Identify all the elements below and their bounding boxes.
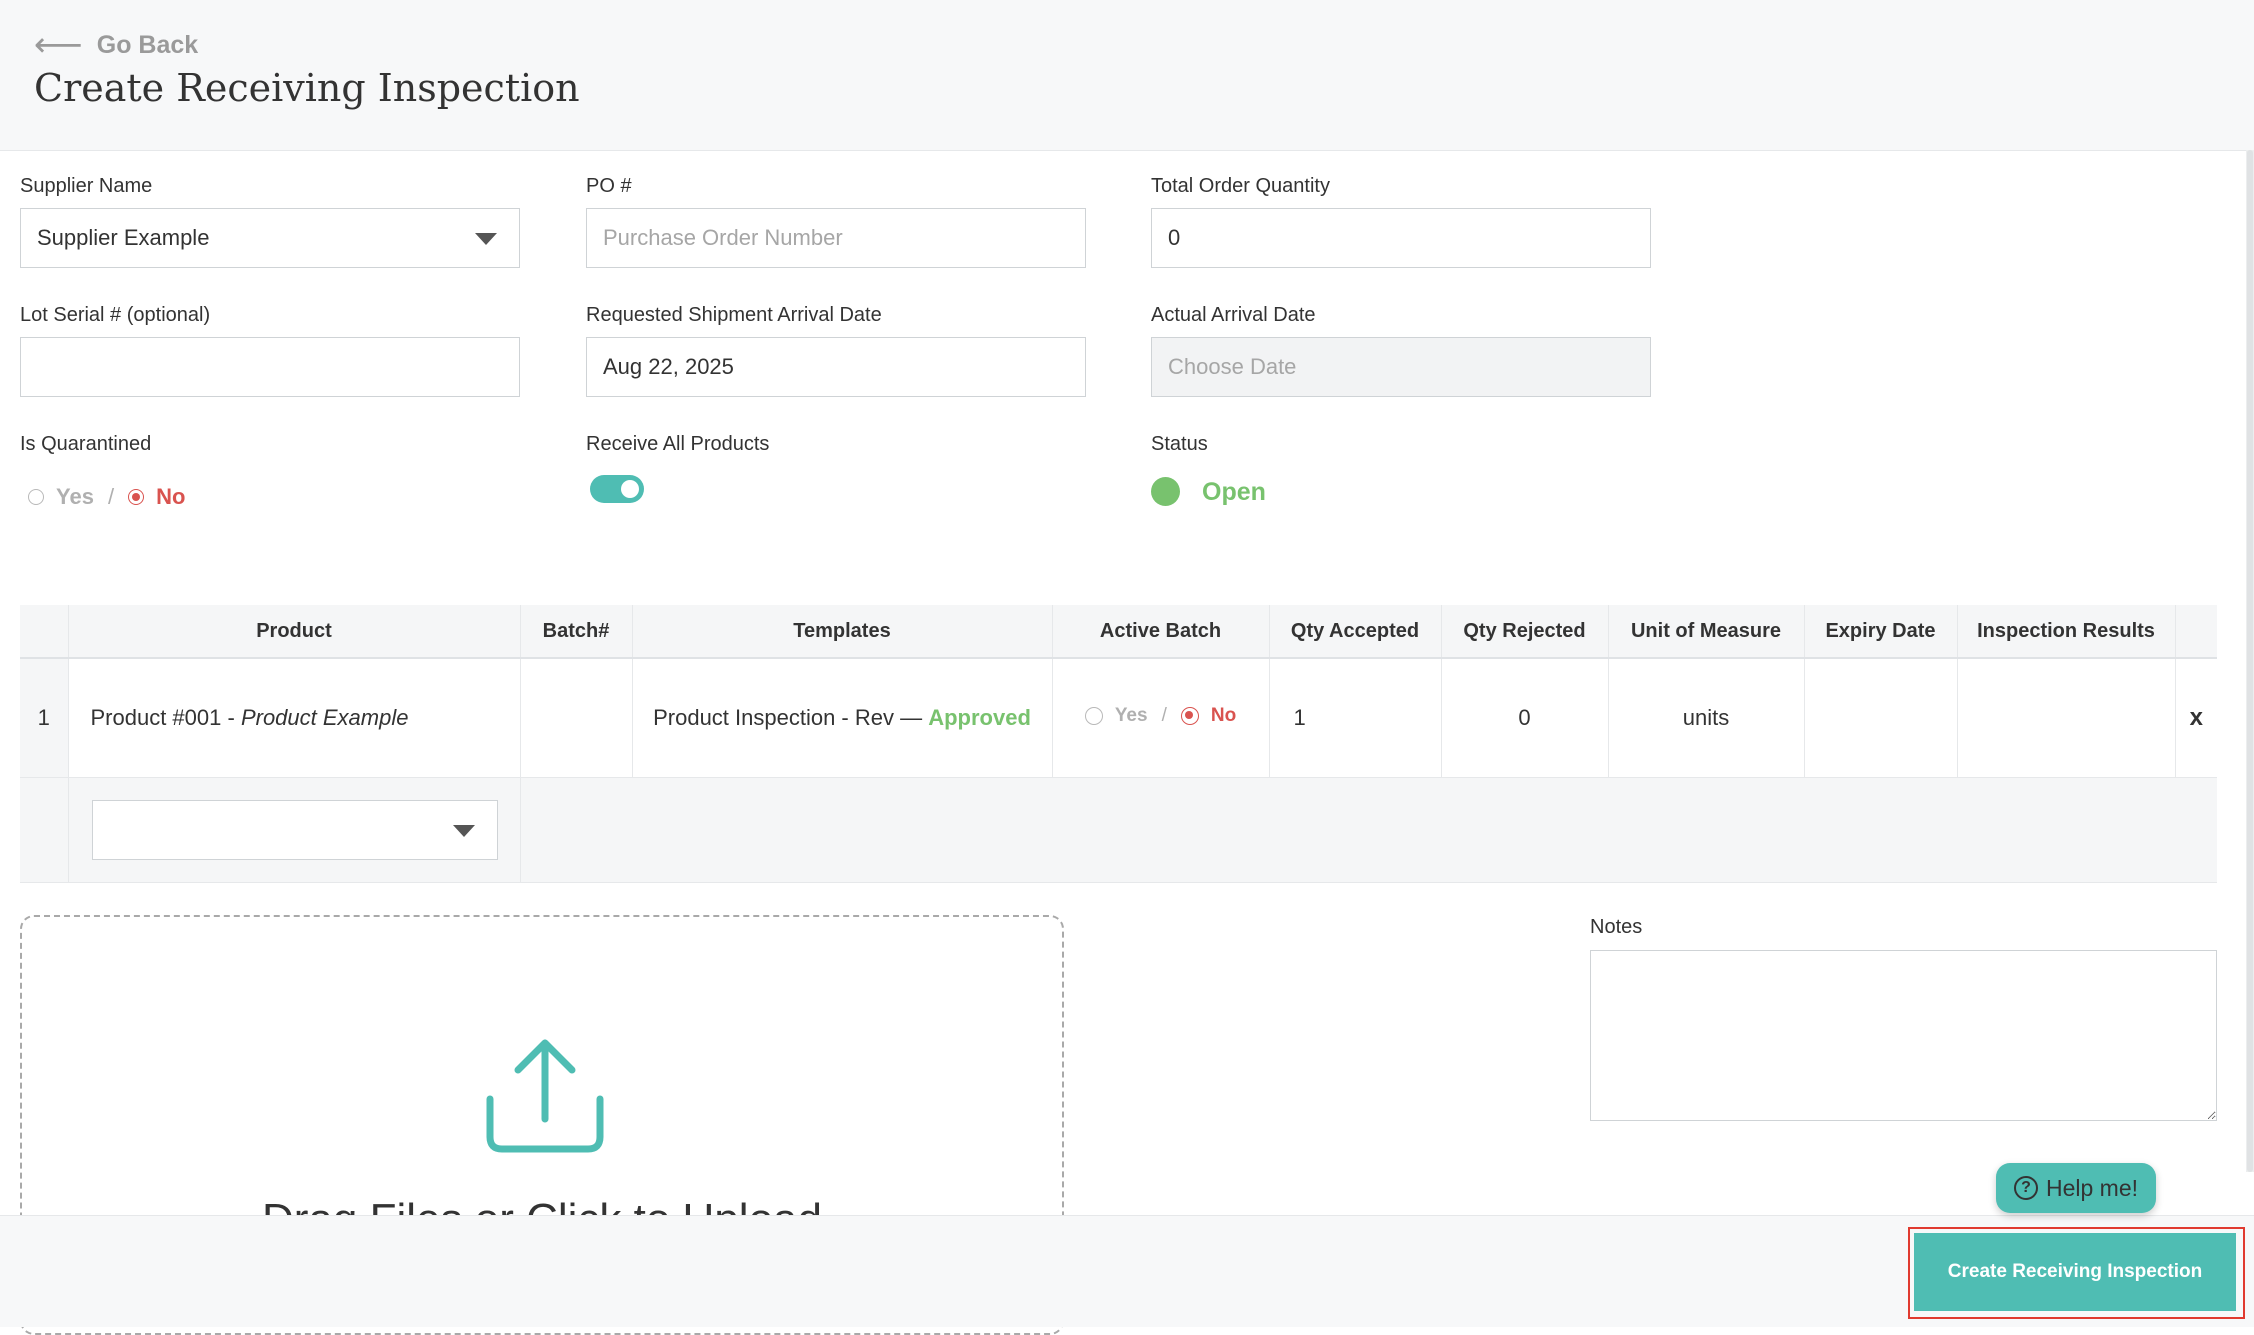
col-index <box>20 605 68 659</box>
col-actions <box>2174 605 2217 659</box>
lot-serial-label: Lot Serial # (optional) <box>20 304 211 326</box>
add-row-index <box>20 777 69 883</box>
active-batch-separator: / <box>1161 705 1167 726</box>
help-question-icon: ? <box>2013 1176 2038 1200</box>
page-title: Create Receiving Inspection <box>34 66 580 110</box>
status-value: Open <box>1202 478 1266 506</box>
status-dot-icon <box>1151 477 1180 506</box>
requested-date-input[interactable]: Aug 22, 2025 <box>586 337 1086 397</box>
quarantined-yes-radio[interactable] <box>28 489 44 505</box>
supplier-label: Supplier Name <box>20 175 153 197</box>
upload-icon <box>486 1039 604 1153</box>
active-batch-yes-label: Yes <box>1114 705 1148 726</box>
quarantined-label: Is Quarantined <box>20 433 152 455</box>
col-qty-rejected: Qty Rejected <box>1440 605 1608 659</box>
products-table: Product Batch# Templates Active Batch Qt… <box>20 605 2217 883</box>
add-product-select[interactable] <box>91 800 498 860</box>
col-qty-accepted: Qty Accepted <box>1268 605 1441 659</box>
supplier-value: Supplier Example <box>37 225 210 250</box>
help-label: Help me! <box>2045 1174 2139 1201</box>
total-qty-label: Total Order Quantity <box>1151 175 1330 197</box>
template-name: Product Inspection - Rev — <box>653 705 929 730</box>
row-active-batch: Yes / No <box>1051 658 1269 778</box>
actual-date-placeholder: Choose Date <box>1168 354 1297 379</box>
row-product: Product #001 - Product Example <box>67 658 520 778</box>
product-code: Product #001 - <box>90 705 241 730</box>
col-product: Product <box>67 605 520 659</box>
toggle-knob <box>621 480 639 498</box>
col-expiry: Expiry Date <box>1803 605 1957 659</box>
quarantined-radio-group: Yes / No <box>28 484 185 510</box>
create-receiving-inspection-button[interactable]: Create Receiving Inspection <box>1914 1233 2236 1311</box>
actual-date-label: Actual Arrival Date <box>1151 304 1316 326</box>
row-batch[interactable] <box>519 658 632 778</box>
quarantined-yes-label: Yes <box>56 484 94 509</box>
back-arrow-icon: ⟵ <box>34 26 83 64</box>
row-inspection-results[interactable] <box>1956 658 2175 778</box>
quarantined-no-radio[interactable] <box>128 489 145 505</box>
page-header: ⟵ Go Back Create Receiving Inspection <box>0 0 2254 151</box>
add-row-filler <box>520 777 2217 883</box>
scrollbar-thumb[interactable] <box>2247 150 2253 1172</box>
active-batch-radio-group: Yes / No <box>1084 705 1237 727</box>
add-product-cell <box>68 777 521 883</box>
row-template: Product Inspection - Rev — Approved <box>631 658 1052 778</box>
page-scrollbar[interactable] <box>2246 150 2254 1172</box>
col-active-batch: Active Batch <box>1051 605 1269 659</box>
row-qty-accepted[interactable]: 1 <box>1268 658 1441 778</box>
supplier-select[interactable]: Supplier Example <box>20 208 520 268</box>
remove-row-button[interactable]: x <box>2174 658 2217 778</box>
row-qty-rejected[interactable]: 0 <box>1440 658 1608 778</box>
requested-date-label: Requested Shipment Arrival Date <box>586 304 882 326</box>
col-templates: Templates <box>631 605 1052 659</box>
template-status-badge: Approved <box>928 705 1031 730</box>
chevron-down-icon <box>452 825 475 837</box>
create-button-highlight <box>1908 1227 2245 1319</box>
lot-serial-input[interactable] <box>20 337 520 397</box>
go-back-link[interactable]: ⟵ Go Back <box>34 28 198 62</box>
row-unit: units <box>1607 658 1804 778</box>
row-expiry[interactable] <box>1803 658 1957 778</box>
table-header-row: Product Batch# Templates Active Batch Qt… <box>20 605 2217 659</box>
chevron-down-icon <box>475 233 497 245</box>
active-batch-no-label: No <box>1210 705 1237 726</box>
row-index: 1 <box>20 658 68 778</box>
total-qty-input[interactable]: 0 <box>1151 208 1651 268</box>
col-unit: Unit of Measure <box>1607 605 1804 659</box>
receive-all-label: Receive All Products <box>586 433 770 455</box>
receive-all-toggle[interactable] <box>590 475 644 503</box>
product-name: Product Example <box>240 705 409 730</box>
active-batch-yes-radio[interactable] <box>1084 707 1103 725</box>
status-label: Status <box>1151 433 1208 455</box>
total-qty-value: 0 <box>1168 225 1181 250</box>
notes-textarea[interactable] <box>1590 950 2217 1121</box>
help-button[interactable]: ? Help me! <box>1996 1163 2156 1213</box>
table-row: 1 Product #001 - Product Example Product… <box>20 658 2217 778</box>
requested-date-value: Aug 22, 2025 <box>603 354 734 379</box>
quarantined-no-label: No <box>156 484 186 509</box>
actual-date-input[interactable]: Choose Date <box>1151 337 1651 397</box>
go-back-label: Go Back <box>96 30 199 59</box>
active-batch-no-radio[interactable] <box>1180 707 1199 725</box>
quarantined-separator: / <box>107 484 115 509</box>
add-product-row <box>20 777 2217 883</box>
notes-label: Notes <box>1590 916 1643 938</box>
po-input[interactable] <box>586 208 1086 268</box>
footer-bar <box>0 1215 2254 1327</box>
col-inspection-results: Inspection Results <box>1956 605 2175 659</box>
po-label: PO # <box>586 175 632 197</box>
col-batch: Batch# <box>519 605 632 659</box>
